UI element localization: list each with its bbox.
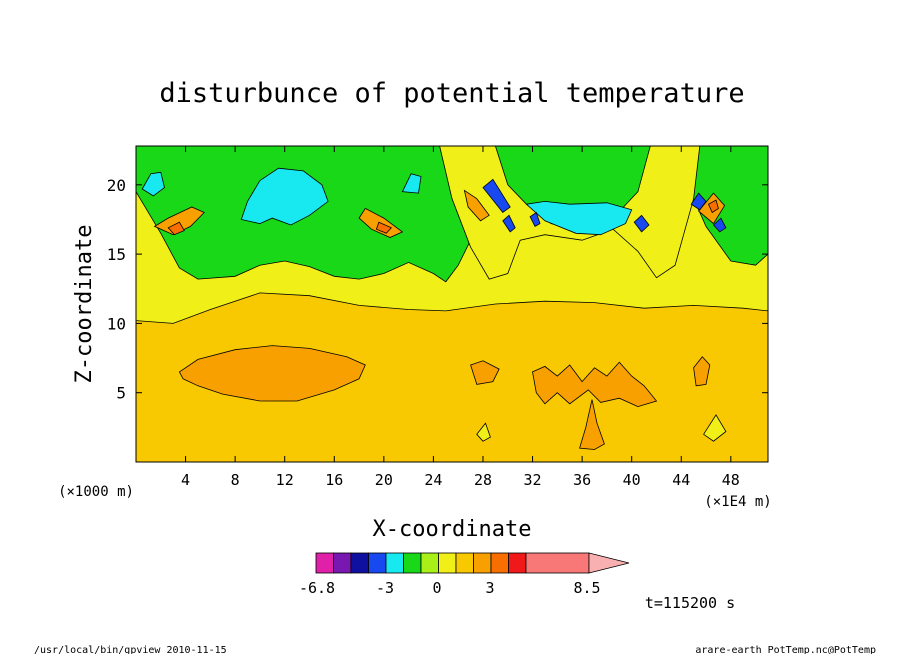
colorbar-swatch	[368, 552, 387, 574]
contour-band-blue-streak-2	[502, 214, 516, 233]
contour-band-cyan-left	[240, 167, 329, 226]
x-unit-right: (×1E4 m)	[704, 494, 771, 510]
contour-band-red-pocket-2	[375, 221, 392, 234]
contour-band-yellow-pocket-2	[703, 414, 727, 442]
contour-band-cyan-center	[525, 200, 633, 236]
contour-band-orange-blob-2	[532, 361, 658, 408]
y-tick-label: 15	[107, 245, 126, 264]
contour-band-orange-blob-1	[470, 360, 500, 385]
x-tick-label: 32	[524, 471, 542, 489]
contour-band-cyan-small-2	[401, 173, 422, 194]
y-tick-label: 5	[116, 384, 126, 403]
y-axis-label: Z-coordinate	[72, 225, 97, 384]
y-tick-label: 10	[107, 314, 126, 333]
x-tick-label: 48	[722, 471, 740, 489]
plot-frame	[135, 145, 769, 463]
y-tick-label: 20	[107, 176, 126, 195]
contour-band-blue-streak-6	[712, 217, 727, 233]
contour-band-orange-blob-3	[693, 356, 711, 387]
contour-band-blue-streak-3	[529, 211, 541, 227]
x-tick-label: 4	[181, 471, 190, 489]
contour-band-blue-streak-4	[633, 214, 650, 233]
contour-band-blue-streak-1	[482, 178, 511, 214]
contour-band-red-pocket-3	[707, 199, 719, 214]
path-label: /usr/local/bin/gpview 2010-11-15	[34, 645, 227, 654]
x-tick-label: 16	[325, 471, 343, 489]
contour-band-red-pocket-1	[167, 221, 185, 236]
contour-band-orange-pocket-1	[153, 206, 205, 236]
colorbar-swatch	[350, 552, 369, 574]
colorbar-swatch-wide	[525, 552, 590, 574]
x-axis-label: X-coordinate	[373, 517, 532, 542]
time-label: t=115200 s	[645, 594, 735, 612]
colorbar-swatch	[420, 552, 439, 574]
x-tick-label: 28	[474, 471, 492, 489]
x-unit-left: (×1000 m)	[58, 484, 134, 500]
contour-band-orange-blob-left	[178, 345, 366, 402]
contour-band-orange-pocket-3	[463, 189, 490, 222]
contour-band-blue-streak-5	[690, 192, 707, 211]
x-tick-label: 36	[573, 471, 591, 489]
colorbar-swatch	[455, 552, 474, 574]
colorbar-swatch	[490, 552, 509, 574]
contour-band-orange-blob-4	[579, 399, 605, 450]
x-tick-label: 44	[672, 471, 690, 489]
chart-title: disturbunce of potential temperature	[159, 78, 744, 109]
colorbar-tick-label: -6.8	[299, 579, 335, 597]
colorbar-swatch	[403, 552, 422, 574]
colorbar-swatch	[385, 552, 404, 574]
contour-bands	[136, 146, 768, 462]
x-tick-label: 8	[231, 471, 240, 489]
plot-area	[135, 145, 769, 463]
colorbar-arrow	[588, 552, 630, 574]
x-tick-label: 12	[276, 471, 294, 489]
colorbar-tick-label: 8.5	[573, 579, 600, 597]
file-label: arare-earth_PotTemp.nc@PotTemp	[695, 645, 876, 654]
colorbar	[315, 552, 630, 574]
colorbar-swatch	[333, 552, 352, 574]
x-tick-label: 20	[375, 471, 393, 489]
colorbar-tick-label: 0	[432, 579, 441, 597]
colorbar-swatch	[438, 552, 457, 574]
contour-band-yellow-pocket-1	[476, 422, 491, 442]
contour-band-cyan-small-1	[141, 171, 165, 197]
x-axis-ticks: 4 8 12 16 20 24 28 32 36 40 44 48	[181, 146, 740, 489]
y-axis-ticks: 5 10 15 20	[107, 176, 768, 403]
colorbar-swatch	[508, 552, 527, 574]
colorbar-swatch	[315, 552, 334, 574]
colorbar-tick-labels: -6.8 -3 0 3 8.5	[299, 579, 601, 597]
x-tick-label: 40	[623, 471, 641, 489]
x-tick-label: 24	[424, 471, 442, 489]
colorbar-tick-label: 3	[485, 579, 494, 597]
colorbar-tick-label: -3	[376, 579, 394, 597]
colorbar-swatch	[473, 552, 492, 574]
